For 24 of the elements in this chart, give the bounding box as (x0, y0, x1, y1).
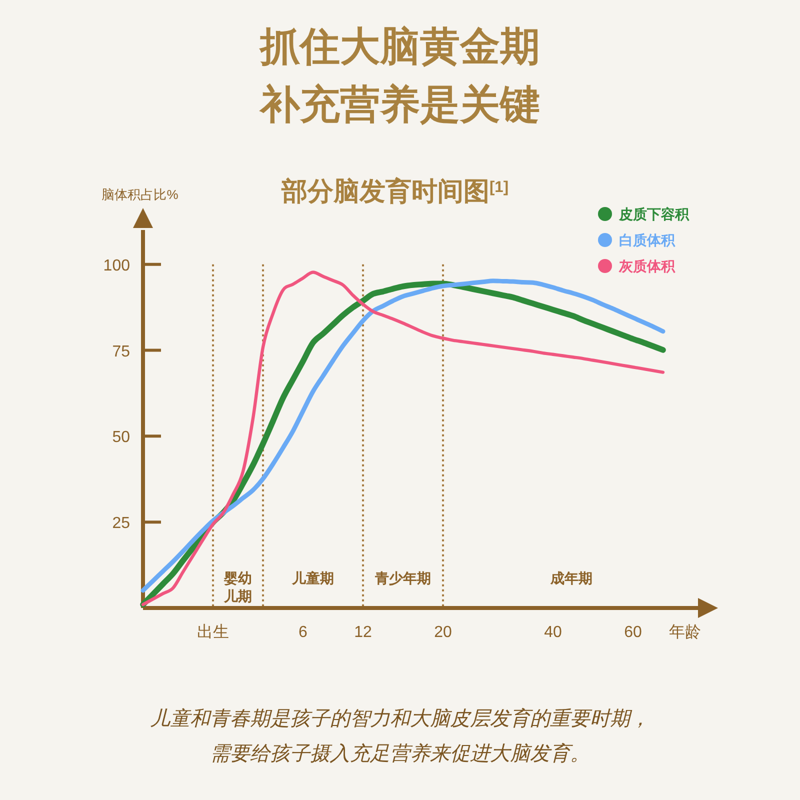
text: 儿童和青春期是孩子的智力和大脑皮层发育的重要时期， (150, 707, 650, 730)
annotation: 青少年期 (374, 570, 431, 586)
x-axis-title: 年龄 (669, 624, 701, 641)
legend-label: 白质体积 (619, 232, 676, 248)
x-tick-label: 6 (298, 624, 308, 641)
x-tick-label: 40 (544, 624, 562, 641)
y-tick-label: 25 (112, 515, 130, 532)
annotation: 成年期 (550, 570, 592, 586)
y-tick-label: 100 (103, 257, 130, 274)
legend-label: 灰质体积 (618, 258, 676, 274)
y-tick-label: 50 (112, 429, 130, 446)
y-tick-label: 75 (112, 343, 130, 360)
annotation: 婴幼儿期 (223, 570, 252, 604)
chart-title: 部分脑发育时间图$^{[1]}$ (280, 176, 509, 206)
legend-label: 皮质下容积 (618, 206, 690, 222)
text: 抓住大脑黄金期 (259, 25, 540, 69)
annotation: 儿童期 (291, 570, 334, 586)
text: 需要给孩子摄入充足营养来促进大脑发育。 (210, 742, 590, 765)
x-tick-label: 出生 (197, 623, 229, 641)
x-tick-label: 20 (434, 624, 452, 641)
text: 补充营养是关键 (259, 83, 540, 127)
x-tick-label: 12 (354, 624, 372, 641)
x-tick-label: 60 (624, 624, 642, 641)
y-axis-title: 脑体积占比% (102, 187, 179, 202)
